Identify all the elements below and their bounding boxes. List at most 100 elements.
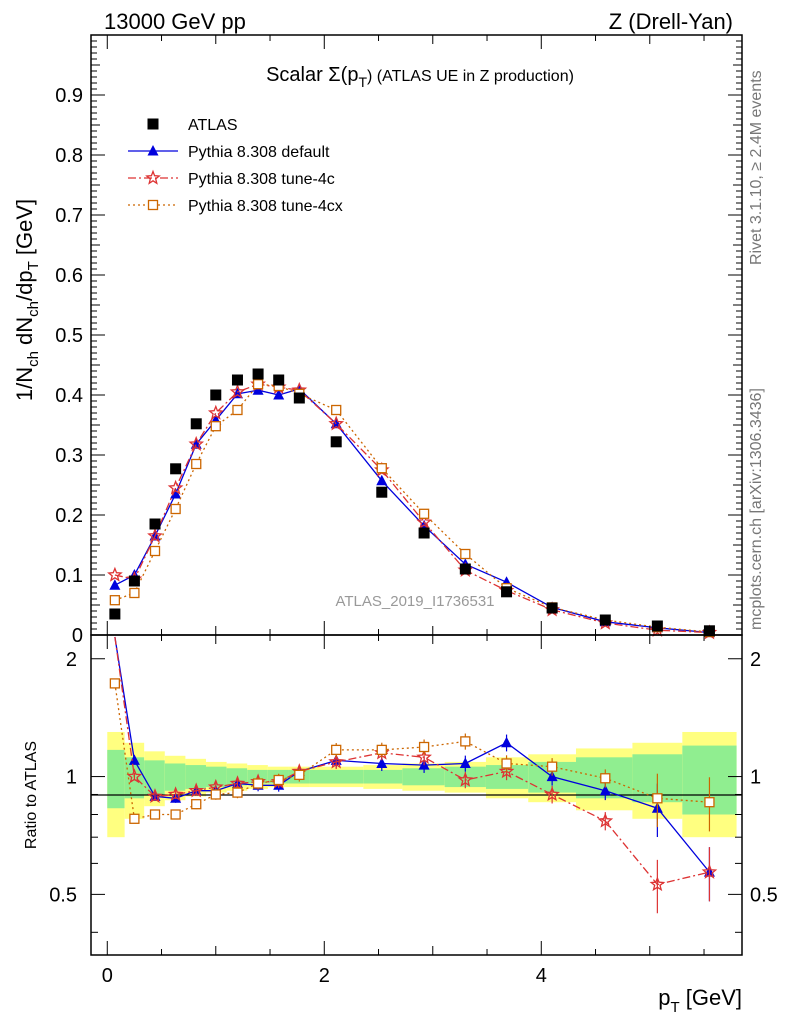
point-pythia-8-308-tune-4c bbox=[229, 383, 246, 399]
y-tick-label: 0.2 bbox=[55, 505, 83, 527]
point-pythia-8-308-tune-4cx bbox=[129, 587, 140, 599]
ratio-point-pythia-8-308-default bbox=[128, 754, 140, 765]
ratio-point-pythia-8-308-tune-4cx bbox=[109, 678, 121, 689]
point-atlas bbox=[210, 389, 222, 401]
legend-item-pythia-8-308-tune-4c: Pythia 8.308 tune-4c bbox=[128, 169, 335, 188]
ratio-y-tick-label-right: 2 bbox=[750, 649, 761, 671]
ratio-point-pythia-8-308-tune-4cx bbox=[129, 813, 140, 824]
point-pythia-8-308-tune-4cx bbox=[376, 463, 387, 474]
point-atlas bbox=[599, 614, 611, 626]
point-atlas bbox=[376, 486, 388, 498]
point-pythia-8-308-tune-4c bbox=[416, 513, 432, 529]
ratio-y-tick-label-right: 0.5 bbox=[750, 884, 778, 906]
band-stat bbox=[206, 766, 227, 788]
legend-label-pythia-8-308-tune-4c: Pythia 8.308 tune-4c bbox=[188, 171, 335, 188]
ratio-point-pythia-8-308-tune-4cx bbox=[704, 797, 715, 808]
point-atlas bbox=[330, 436, 342, 448]
point-pythia-8-308-default bbox=[170, 488, 182, 499]
point-pythia-8-308-tune-4cx bbox=[210, 421, 221, 432]
ratio-point-pythia-8-308-tune-4cx bbox=[460, 736, 471, 747]
ratio-y-tick-label: 0.5 bbox=[49, 884, 77, 906]
ratio-point-pythia-8-308-tune-4c bbox=[328, 753, 345, 769]
ratio-point-pythia-8-308-tune-4c bbox=[147, 788, 163, 804]
ratio-point-pythia-8-308-tune-4c bbox=[597, 812, 614, 828]
ratio-point-pythia-8-308-tune-4c bbox=[167, 786, 184, 802]
point-atlas bbox=[546, 602, 558, 614]
ratio-frame bbox=[90, 634, 743, 956]
y-tick-label: 0.3 bbox=[55, 445, 83, 467]
point-pythia-8-308-default bbox=[252, 384, 264, 395]
legend-label-atlas: ATLAS bbox=[188, 117, 238, 134]
x-tick-label: 2 bbox=[319, 965, 330, 987]
legend-label-pythia-8-308-default: Pythia 8.308 default bbox=[188, 144, 330, 161]
ratio-point-pythia-8-308-tune-4cx bbox=[331, 744, 342, 756]
legend-item-pythia-8-308-tune-4cx: Pythia 8.308 tune-4cx bbox=[128, 198, 343, 215]
band-stat bbox=[363, 769, 403, 784]
main-ylabel: 1/Nch dNch/dpT [GeV] bbox=[12, 199, 42, 401]
y-tick-label: 0.8 bbox=[55, 145, 83, 167]
point-pythia-8-308-tune-4cx bbox=[252, 379, 264, 390]
x-tick-label: 0 bbox=[102, 965, 113, 987]
ratio-point-pythia-8-308-tune-4cx bbox=[546, 761, 558, 772]
band-stat bbox=[107, 749, 125, 809]
ratio-point-pythia-8-308-tune-4cx bbox=[170, 809, 181, 820]
y-tick-label: 0.6 bbox=[55, 265, 83, 287]
point-pythia-8-308-tune-4cx bbox=[460, 548, 471, 560]
y-tick-label: 0 bbox=[72, 625, 83, 647]
point-pythia-8-308-default bbox=[109, 579, 121, 590]
legend-marker-pythia-8-308-default bbox=[147, 145, 159, 156]
point-atlas bbox=[170, 463, 182, 475]
point-pythia-8-308-tune-4c bbox=[167, 479, 184, 495]
ratio-point-pythia-8-308-tune-4cx bbox=[191, 799, 202, 810]
point-atlas bbox=[273, 374, 285, 386]
ratio-point-pythia-8-308-tune-4cx bbox=[273, 774, 284, 786]
ratio-point-pythia-8-308-tune-4cx bbox=[294, 769, 305, 781]
ratio-point-pythia-8-308-tune-4c bbox=[498, 763, 515, 779]
ratio-point-pythia-8-308-tune-4c bbox=[126, 768, 143, 784]
header-left: 13000 GeV pp bbox=[104, 9, 246, 34]
point-atlas bbox=[703, 625, 715, 637]
band-stat bbox=[402, 768, 445, 786]
ratio-point-pythia-8-308-tune-4cx bbox=[210, 789, 221, 800]
point-pythia-8-308-tune-4cx bbox=[418, 508, 430, 519]
ratio-point-pythia-8-308-tune-4cx bbox=[652, 793, 663, 804]
analysis-id: ATLAS_2019_I1736531 bbox=[335, 593, 494, 610]
point-atlas bbox=[418, 527, 430, 539]
point-pythia-8-308-tune-4cx bbox=[191, 458, 202, 470]
ratio-point-pythia-8-308-tune-4cx bbox=[149, 809, 161, 820]
ratio-point-pythia-8-308-default bbox=[546, 770, 558, 782]
ratio-point-pythia-8-308-default bbox=[376, 757, 388, 768]
rivet-label: Rivet 3.1.10, ≥ 2.4M events bbox=[748, 70, 765, 265]
ratio-point-pythia-8-308-tune-4c bbox=[188, 782, 205, 798]
legend-marker-atlas bbox=[147, 118, 159, 130]
legend-label-pythia-8-308-tune-4cx: Pythia 8.308 tune-4cx bbox=[188, 198, 343, 215]
ratio-y-tick-label: 1 bbox=[66, 767, 77, 789]
point-pythia-8-308-tune-4cx bbox=[149, 545, 161, 557]
point-atlas bbox=[651, 620, 663, 632]
ratio-point-pythia-8-308-tune-4cx bbox=[232, 787, 243, 798]
point-pythia-8-308-tune-4c bbox=[107, 566, 123, 582]
y-tick-label: 0.4 bbox=[55, 385, 83, 407]
legend-item-atlas: ATLAS bbox=[147, 117, 238, 134]
ratio-point-pythia-8-308-tune-4c bbox=[649, 876, 666, 892]
ratio-point-pythia-8-308-tune-4cx bbox=[376, 744, 387, 756]
band-stat bbox=[309, 769, 364, 784]
y-tick-label: 0.5 bbox=[55, 325, 83, 347]
ratio-point-pythia-8-308-tune-4cx bbox=[600, 773, 611, 784]
point-pythia-8-308-tune-4cx bbox=[109, 595, 121, 606]
band-stat bbox=[144, 760, 165, 795]
ratio-point-pythia-8-308-default bbox=[501, 736, 513, 748]
ratio-y-tick-label-right: 1 bbox=[750, 767, 761, 789]
point-atlas bbox=[459, 563, 471, 575]
point-pythia-8-308-tune-4c bbox=[207, 404, 224, 420]
point-atlas bbox=[293, 392, 305, 404]
x-axis-label: pT [GeV] bbox=[658, 985, 742, 1016]
point-atlas bbox=[231, 374, 243, 386]
y-tick-label: 0.1 bbox=[55, 565, 83, 587]
ratio-panel: 0.5 0.5 1 1 2 2 0 2 4 bbox=[49, 634, 778, 987]
ratio-point-pythia-8-308-tune-4cx bbox=[252, 778, 264, 789]
point-atlas bbox=[109, 608, 121, 620]
x-tick-label: 4 bbox=[536, 965, 547, 987]
chart-title: Scalar Σ(pT) (ATLAS UE in Z production) bbox=[266, 64, 574, 90]
